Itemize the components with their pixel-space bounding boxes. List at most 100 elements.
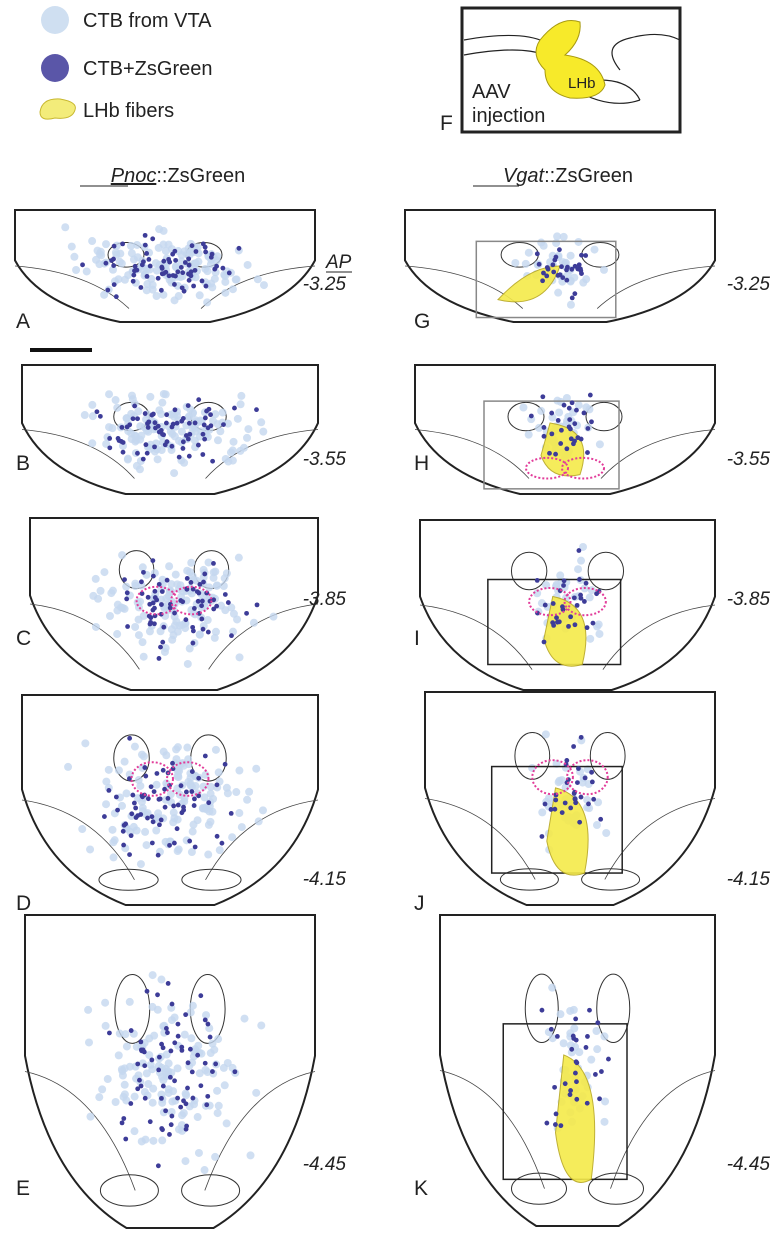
ctb-cell [121,758,129,766]
ctb-cell [81,739,89,747]
double-labeled-cell [232,406,237,411]
ctb-cell [250,619,258,627]
double-labeled-cell [145,274,150,279]
ctb-cell [221,1081,229,1089]
ctb-cell [95,260,103,268]
ctb-cell [113,630,121,638]
inset-region: LHb [568,75,596,92]
ap-value: -3.55 [727,449,771,470]
ctb-cell [212,628,220,636]
double-labeled-cell [542,434,547,439]
ctb-cell [122,583,130,591]
ctb-cell [160,390,168,398]
double-labeled-cell [591,621,596,626]
ctb-cell [165,1089,173,1097]
ctb-cell [600,1032,608,1040]
ctb-cell [201,1066,209,1074]
ctb-cell [525,431,533,439]
double-labeled-cell [135,416,140,421]
ctb-cell [202,805,210,813]
ctb-cell [170,469,178,477]
double-labeled-cell [184,790,189,795]
ctb-cell [126,998,134,1006]
double-labeled-cell [570,400,575,405]
double-labeled-cell [146,796,151,801]
double-labeled-cell [557,247,562,252]
double-labeled-cell [586,802,591,807]
ctb-cell [134,407,142,415]
ctb-cell [183,744,191,752]
ctb-cell [123,1042,131,1050]
double-labeled-cell [139,579,144,584]
double-labeled-cell [537,262,542,267]
double-labeled-cell [540,278,545,283]
ctb-cell [86,845,94,853]
double-labeled-cell [198,1083,203,1088]
ap-label: AP [325,252,352,273]
double-labeled-cell [211,561,216,566]
ctb-cell [206,818,214,826]
ctb-cell [174,847,182,855]
ctb-cell [141,1088,149,1096]
ctb-cell [528,764,536,772]
ctb-cell [100,568,108,576]
ctb-cell [98,1085,106,1093]
double-labeled-cell [195,1053,200,1058]
double-labeled-cell [169,1122,174,1127]
ctb-cell [143,286,151,294]
double-labeled-cell [161,1084,166,1089]
double-labeled-cell [582,411,587,416]
ctb-cell [111,836,119,844]
double-labeled-cell [229,633,234,638]
double-labeled-cell [535,251,540,256]
double-labeled-cell [595,1020,600,1025]
double-labeled-cell [196,443,201,448]
ctb-cell [601,1097,609,1105]
double-labeled-cell [165,439,170,444]
legend-swatch [41,6,69,34]
ctb-cell [157,410,165,418]
ctb-cell [184,660,192,668]
double-labeled-cell [557,619,562,624]
ctb-cell [216,846,224,854]
ctb-cell [154,455,162,463]
double-labeled-cell [206,1022,211,1027]
double-labeled-cell [577,820,582,825]
ctb-cell [149,1085,157,1093]
column-header: Vgat::ZsGreen [503,165,633,187]
double-labeled-cell [146,419,151,424]
ap-value: -3.85 [303,589,347,610]
ctb-cell [110,853,118,861]
double-labeled-cell [189,273,194,278]
ctb-cell [252,1089,260,1097]
double-labeled-cell [124,597,129,602]
ctb-cell [189,821,197,829]
double-labeled-cell [143,1096,148,1101]
ctb-cell [169,631,177,639]
double-labeled-cell [187,454,192,459]
column-header: Pnoc::ZsGreen [111,165,246,187]
double-labeled-cell [573,1071,578,1076]
double-labeled-cell [560,810,565,815]
ctb-cell [83,267,91,275]
double-labeled-cell [568,1092,573,1097]
double-labeled-cell [237,246,242,251]
ctb-cell [84,1006,92,1014]
double-labeled-cell [587,1008,592,1013]
ctb-cell [545,794,553,802]
double-labeled-cell [159,602,164,607]
double-labeled-cell [210,1069,215,1074]
ctb-cell [152,259,160,267]
double-labeled-cell [211,607,216,612]
ctb-cell [537,239,545,247]
ctb-cell [203,267,211,275]
double-labeled-cell [198,993,203,998]
double-labeled-cell [192,606,197,611]
ctb-cell [220,1064,228,1072]
double-labeled-cell [200,599,205,604]
ctb-cell [600,266,608,274]
ctb-cell [195,1149,203,1157]
ctb-cell [232,788,240,796]
double-labeled-cell [141,570,146,575]
double-labeled-cell [191,629,196,634]
